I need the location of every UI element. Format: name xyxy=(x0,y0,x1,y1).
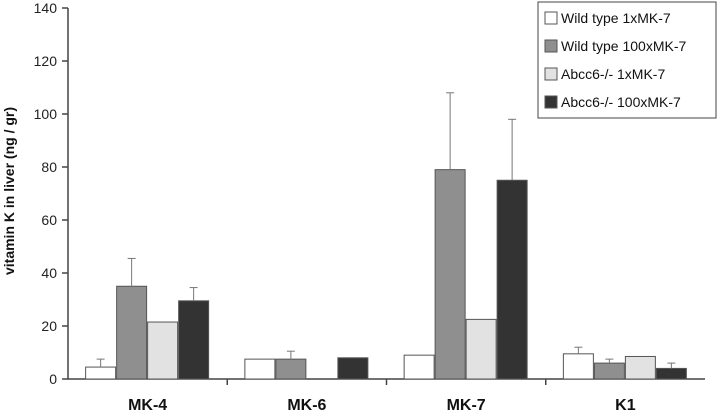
bar-mk-6-series-4 xyxy=(337,357,369,380)
bar-mk-4-series-3 xyxy=(147,321,179,380)
bar-mk-7-series-4 xyxy=(496,179,528,380)
category-label: K1 xyxy=(615,397,636,414)
bar-k1-series-4 xyxy=(655,367,687,380)
y-tick-label: 20 xyxy=(41,318,57,334)
bar-mk-7-series-3 xyxy=(465,318,497,380)
bar-k1-series-2 xyxy=(593,362,625,380)
y-axis-title: vitamin K in liver (ng / gr) xyxy=(1,107,17,275)
category-label: MK-7 xyxy=(447,397,486,414)
bar-mk-4-series-2 xyxy=(116,285,148,380)
bar-mk-7-series-1 xyxy=(403,354,435,380)
bar-mk-7-series-2 xyxy=(434,169,466,380)
plot-area: 0 20 40 60 80 100 120 140 MK-4 MK-6 MK-7 K1 xyxy=(34,0,705,414)
legend-swatch xyxy=(544,67,558,81)
y-tick-label: 80 xyxy=(41,159,57,175)
legend-swatch xyxy=(544,95,558,109)
legend-label: Abcc6-/- 100xMK-7 xyxy=(561,94,681,110)
legend-label: Wild type 100xMK-7 xyxy=(561,38,686,54)
category-label: MK-6 xyxy=(287,397,326,414)
y-tick-label: 140 xyxy=(34,0,58,16)
y-tick-label: 100 xyxy=(34,106,58,122)
y-tick-label: 0 xyxy=(49,371,57,387)
legend-swatch xyxy=(544,11,558,25)
legend-label: Abcc6-/- 1xMK-7 xyxy=(561,66,665,82)
y-tick-label: 60 xyxy=(41,212,57,228)
legend-label: Wild type 1xMK-7 xyxy=(561,10,671,26)
legend-box xyxy=(537,1,717,119)
legend-swatch xyxy=(544,39,558,53)
category-label: MK-4 xyxy=(128,397,167,414)
bar-mk-6-series-2 xyxy=(275,358,307,380)
bar-mk-4-series-4 xyxy=(178,300,210,380)
y-tick-label: 120 xyxy=(34,53,58,69)
y-tick-label: 40 xyxy=(41,265,57,281)
bar-k1-series-3 xyxy=(624,355,656,380)
bar-mk-4-series-1 xyxy=(85,366,117,380)
legend: Wild type 1xMK-7 Wild type 100xMK-7 Abcc6-… xyxy=(537,1,717,119)
bar-k1-series-1 xyxy=(562,353,594,380)
bar-mk-6-series-1 xyxy=(244,358,276,380)
